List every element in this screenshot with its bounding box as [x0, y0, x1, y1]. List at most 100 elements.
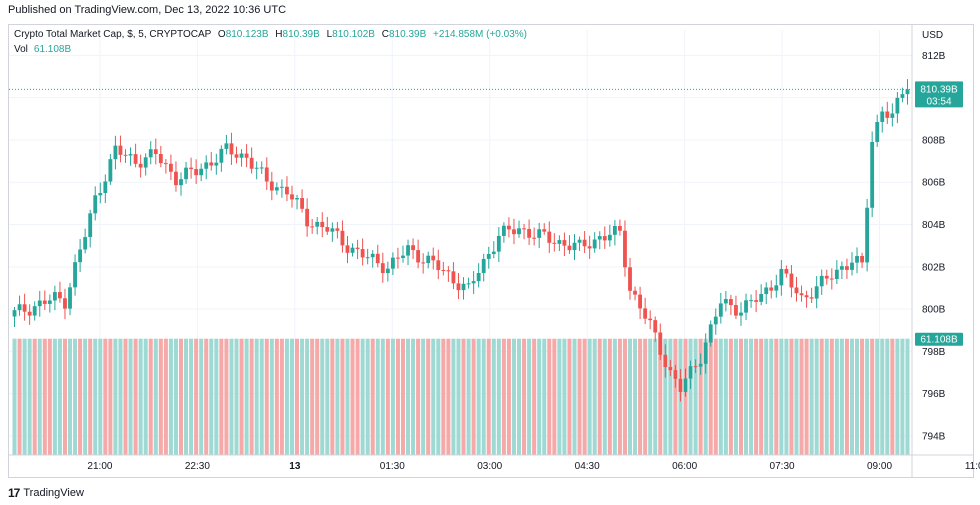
candle — [567, 235, 572, 254]
candle — [784, 265, 789, 278]
x-tick-label: 11:00 — [965, 461, 980, 472]
volume-bar — [779, 338, 784, 455]
volume-bar — [612, 338, 617, 455]
candle — [345, 235, 350, 264]
candle — [340, 220, 345, 253]
volume-bar — [350, 338, 355, 455]
candle — [249, 147, 254, 174]
candle — [330, 222, 335, 242]
candle — [184, 162, 188, 184]
candle — [678, 369, 683, 402]
volume-bar — [633, 338, 638, 455]
volume-bar — [12, 338, 17, 455]
x-tick-label: 03:00 — [477, 461, 502, 472]
ohlc-legend: Crypto Total Market Cap, $, 5, CRYPTOCAP… — [14, 29, 527, 40]
candle-body — [582, 239, 587, 247]
y-tick-label: 794B — [922, 431, 946, 442]
candle-body — [607, 234, 612, 241]
candle — [234, 146, 239, 164]
candle-body — [279, 186, 284, 188]
volume-legend: Vol 61.108B — [14, 44, 71, 55]
candle — [168, 154, 173, 181]
candle-body — [638, 294, 643, 309]
candle-body — [254, 167, 259, 169]
candle-body — [73, 262, 77, 288]
candle — [855, 247, 859, 274]
candle — [885, 101, 890, 124]
volume-bar — [431, 338, 436, 455]
volume-bar — [219, 338, 224, 455]
volume-bar — [426, 338, 431, 455]
volume-bar — [456, 338, 461, 455]
candle-body — [764, 287, 769, 295]
candle — [83, 228, 88, 254]
candle-body — [693, 366, 698, 368]
candle — [12, 306, 17, 328]
candle-body — [350, 247, 355, 253]
footer-brand[interactable]: 17 TradingView — [8, 486, 84, 500]
candle-body — [259, 167, 264, 169]
candle — [754, 290, 759, 313]
volume-bar — [552, 338, 557, 455]
volume-bar — [274, 338, 279, 455]
candle — [148, 141, 153, 165]
candle — [365, 248, 370, 265]
volume-bar — [330, 338, 335, 455]
candle — [698, 353, 703, 375]
candle — [335, 221, 340, 239]
volume-bar — [769, 338, 774, 455]
candle-body — [390, 257, 395, 269]
last-price-label: 810.39B — [920, 84, 958, 95]
candle — [880, 106, 885, 133]
candle-body — [214, 162, 219, 166]
volume-bar — [153, 338, 158, 455]
candle-body — [174, 171, 178, 186]
candle-body — [688, 366, 693, 379]
last-price-badge — [915, 81, 963, 108]
candle-body — [673, 370, 678, 379]
candle-body — [517, 228, 521, 235]
candle-body — [365, 257, 370, 259]
x-tick-label: 13 — [289, 461, 301, 472]
symbol-title[interactable]: Crypto Total Market Cap, $, 5, CRYPTOCAP — [14, 29, 212, 40]
candle — [693, 359, 698, 374]
candle-body — [577, 239, 582, 243]
volume-label[interactable]: Vol — [14, 44, 28, 55]
volume-bar — [395, 338, 400, 455]
candle-body — [885, 111, 890, 118]
candle-body — [163, 163, 168, 165]
candle — [683, 368, 688, 397]
candle-body — [274, 187, 279, 191]
candle-body — [78, 249, 83, 263]
candle-body — [723, 299, 728, 304]
candle-body — [507, 225, 511, 230]
volume-bar — [506, 338, 511, 455]
volume-bar — [643, 338, 648, 455]
candle — [209, 151, 214, 171]
candle-body — [814, 286, 819, 299]
volume-bar — [416, 338, 421, 455]
candle-body — [809, 297, 814, 299]
volume-bar — [527, 338, 532, 455]
candle-body — [486, 254, 491, 259]
candle — [850, 252, 854, 276]
candle — [219, 145, 224, 172]
x-tick-label: 01:30 — [380, 461, 405, 472]
candle-body — [158, 154, 163, 164]
volume-bar — [592, 338, 597, 455]
candle — [799, 285, 804, 302]
candle — [401, 245, 405, 263]
candle-body — [37, 300, 42, 307]
candle-body — [17, 304, 22, 311]
candle-body — [759, 294, 764, 302]
candle-body — [623, 230, 627, 268]
brand-name: TradingView — [23, 487, 84, 499]
volume-bar — [421, 338, 426, 455]
candle — [592, 232, 597, 253]
candle — [658, 323, 663, 360]
chart-frame — [8, 24, 974, 478]
volume-bar — [900, 338, 905, 455]
candle-body — [325, 227, 330, 232]
volume-bar — [597, 338, 602, 455]
